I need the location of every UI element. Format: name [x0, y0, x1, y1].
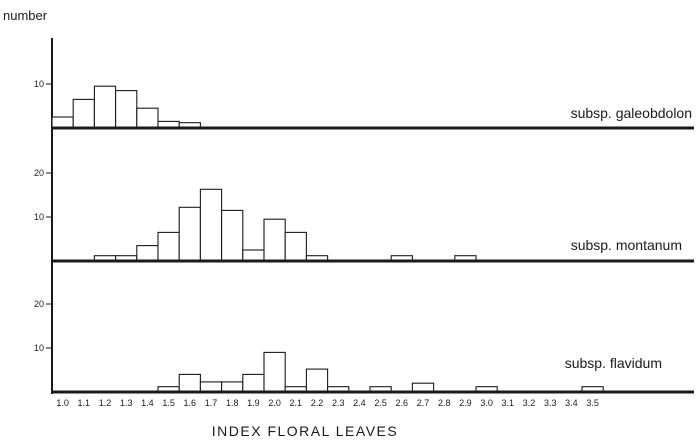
x-tick-label: 3.0: [480, 398, 493, 408]
bar: [221, 209, 244, 262]
bar: [263, 218, 286, 262]
series-label: subsp. galeobdolon: [571, 105, 692, 121]
bar: [136, 245, 159, 262]
x-tick-label: 1.9: [247, 398, 260, 408]
bar: [178, 206, 201, 262]
x-tick-label: 2.1: [290, 398, 303, 408]
panel-2: 10 20 subsp. montanum: [34, 168, 694, 263]
bar: [51, 116, 74, 129]
x-tick-label: 2.3: [332, 398, 345, 408]
bar: [242, 373, 265, 393]
bar: [199, 188, 223, 262]
x-tick-label: 3.1: [502, 398, 515, 408]
y-tick-label: 20: [34, 168, 44, 178]
y-tick-label: 20: [34, 299, 44, 309]
x-tick-label: 2.5: [374, 398, 387, 408]
bar: [242, 249, 265, 262]
bar: [221, 381, 244, 393]
x-tick-label: 1.3: [120, 398, 133, 408]
panel-1: 10 subsp. galeobdolon: [34, 79, 694, 130]
bar: [115, 90, 138, 129]
x-tick-label: 2.2: [311, 398, 324, 408]
y-axis-label: number: [3, 8, 48, 23]
x-axis-label: INDEX FLORAL LEAVES: [212, 423, 398, 439]
x-tick-label: 1.1: [78, 398, 91, 408]
x-tick-label: 2.8: [438, 398, 451, 408]
series-label: subsp. montanum: [571, 237, 682, 253]
bar: [263, 351, 286, 393]
bar: [157, 231, 180, 262]
x-tick-label: 1.6: [184, 398, 197, 408]
bar: [305, 368, 329, 393]
x-tick-label: 2.4: [353, 398, 366, 408]
x-tick-label: 1.2: [99, 398, 112, 408]
x-tick-label: 2.9: [459, 398, 472, 408]
bar: [178, 373, 201, 393]
y-tick-label: 10: [34, 79, 44, 89]
x-tick-label: 1.0: [56, 398, 69, 408]
x-tick-label: 1.8: [226, 398, 239, 408]
x-tick-label: 2.7: [417, 398, 430, 408]
x-tick-label: 2.0: [268, 398, 281, 408]
bar: [72, 98, 95, 129]
x-tick-label: 3.5: [586, 398, 599, 408]
bar: [93, 85, 117, 129]
x-tick-label: 1.4: [141, 398, 154, 408]
x-tick-label: 2.6: [396, 398, 409, 408]
x-tick-label: 1.7: [205, 398, 218, 408]
bar: [199, 381, 223, 393]
x-tick-label: 1.5: [162, 398, 175, 408]
x-axis-ticks: 1.0 1.1 1.2 1.3 1.4 1.5 1.6 1.7 1.8 1.9 2.0 2.1 2.2 2…: [56, 398, 599, 408]
bar: [136, 107, 159, 129]
x-tick-label: 3.3: [544, 398, 557, 408]
panel-3: 10 20 subsp. flavidum: [34, 299, 694, 394]
y-tick-label: 10: [34, 343, 44, 353]
x-tick-label: 3.2: [523, 398, 536, 408]
series-label: subsp. flavidum: [565, 355, 662, 371]
bar: [284, 231, 307, 262]
x-tick-label: 3.4: [565, 398, 578, 408]
y-tick-label: 10: [34, 212, 44, 222]
